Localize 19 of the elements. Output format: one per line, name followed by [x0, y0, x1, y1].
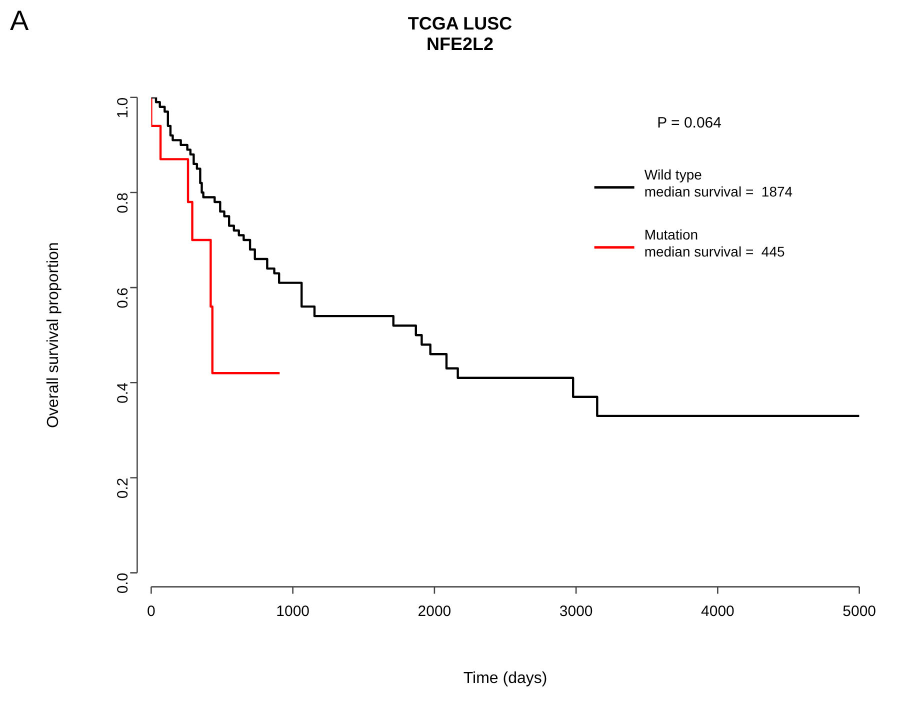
x-tick-label: 5000: [842, 602, 876, 620]
y-tick-label: 0.8: [114, 192, 132, 214]
y-tick-label: 1.0: [114, 97, 132, 118]
x-axis-title: Time (days): [463, 670, 548, 687]
y-axis-title: Overall survival proportion: [45, 242, 62, 428]
x-tick-label: 0: [147, 602, 156, 620]
chart-title: TCGA LUSC NFE2L2: [408, 13, 512, 54]
annotation: P = 0.064: [657, 114, 722, 132]
legend-label: Wild type median survival = 1874: [644, 166, 793, 200]
y-tick-label: 0.4: [114, 382, 132, 404]
text: A: [10, 5, 29, 36]
x-tick-label: 2000: [418, 602, 452, 620]
x-tick-label: 1000: [276, 602, 310, 620]
legend-label: Mutation median survival = 445: [644, 226, 785, 260]
x-tick-label: 4000: [701, 602, 734, 620]
y-tick-label: 0.2: [114, 478, 132, 499]
x-tick-label: 3000: [559, 602, 593, 620]
y-tick-label: 0.0: [114, 572, 132, 594]
y-tick-label: 0.6: [114, 288, 132, 308]
